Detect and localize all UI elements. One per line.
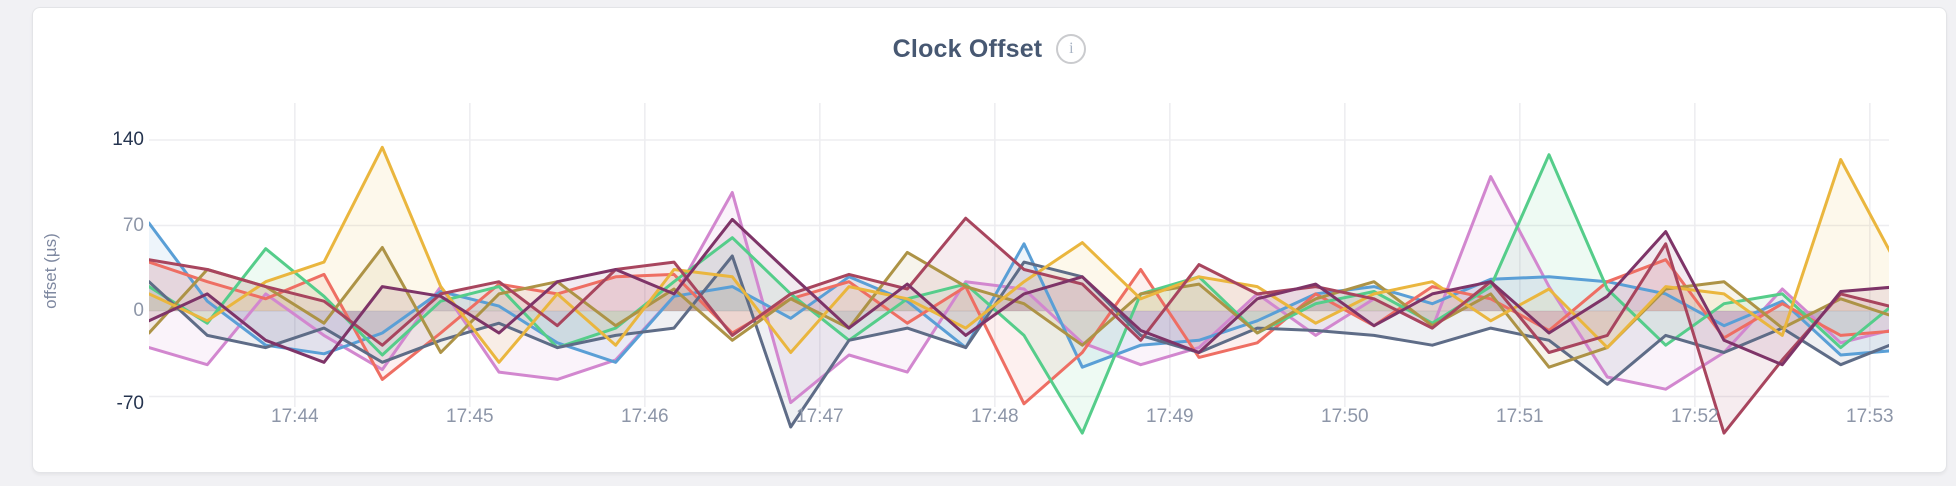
series-salmon-line (149, 258, 1889, 406)
x-tick-17:44: 17:44 (271, 406, 319, 427)
x-tick-17:45: 17:45 (446, 406, 494, 427)
series-slate-line (149, 254, 1889, 429)
x-tick-17:51: 17:51 (1496, 406, 1544, 427)
series-blue-area (149, 223, 1889, 368)
x-tick-17:46: 17:46 (621, 406, 669, 427)
x-tick-17:49: 17:49 (1146, 406, 1194, 427)
clock-offset-card: Clock Offset i offset (µs) 140 70 0 -70 17:… (32, 7, 1947, 473)
y-axis-title: offset (µs) (41, 233, 60, 309)
x-tick-17:48: 17:48 (971, 406, 1019, 427)
y-tick-0: 0 (133, 300, 144, 321)
x-tick-17:47: 17:47 (796, 406, 844, 427)
series-plum-line (149, 217, 1889, 367)
chart-title: Clock Offset (892, 34, 1043, 63)
series-wine-line (149, 216, 1889, 435)
series-plum-area (149, 219, 1889, 365)
info-icon-glyph: i (1069, 40, 1074, 57)
x-tick-17:52: 17:52 (1671, 406, 1719, 427)
series-green-line (149, 153, 1889, 435)
x-tick-17:50: 17:50 (1321, 406, 1369, 427)
series-olive-area (149, 247, 1889, 368)
clock-offset-plot-area[interactable] (149, 95, 1889, 447)
y-tick--70: -70 (116, 392, 144, 414)
info-icon[interactable]: i (1056, 34, 1087, 64)
series-slate-area (149, 256, 1889, 427)
y-tick-140: 140 (112, 129, 144, 150)
series-amber-line (149, 145, 1889, 364)
y-tick-70: 70 (122, 214, 144, 236)
chart-header: Clock Offset i (33, 34, 1946, 64)
x-tick-17:53: 17:53 (1846, 406, 1894, 427)
